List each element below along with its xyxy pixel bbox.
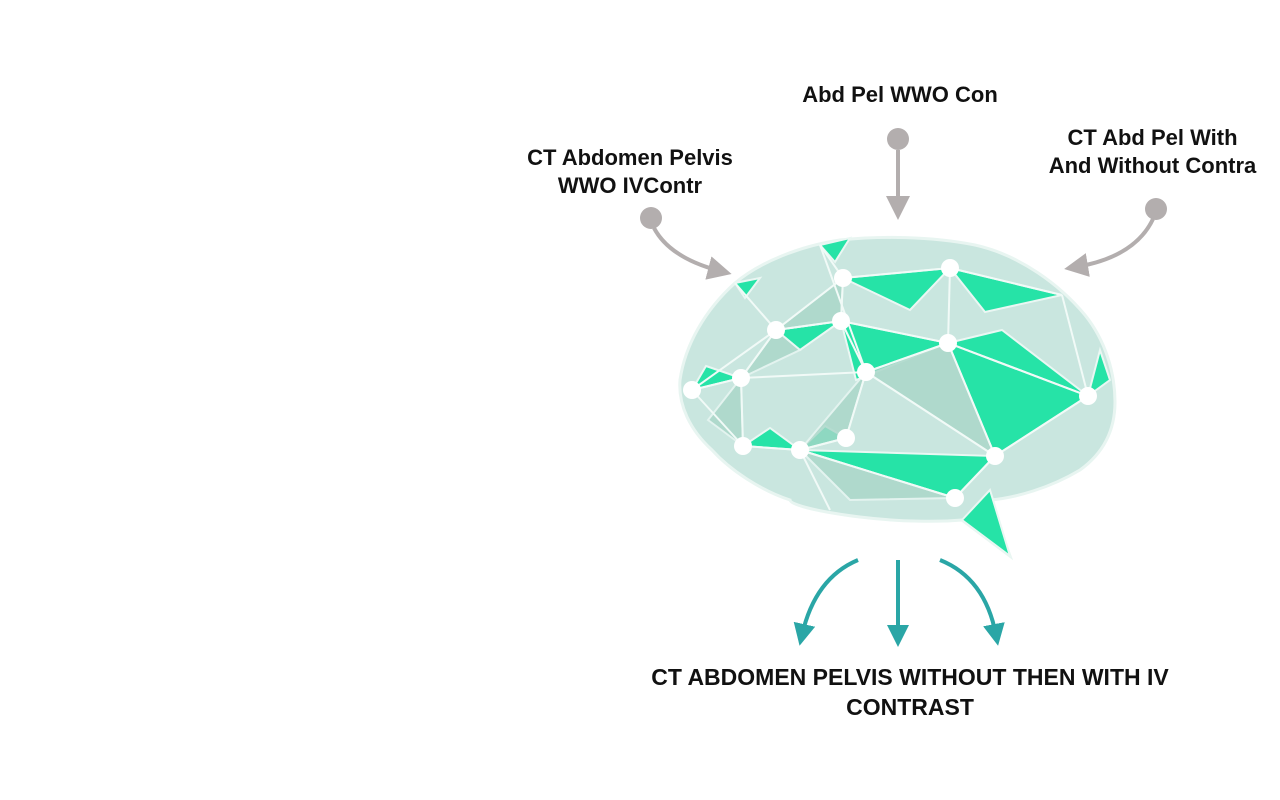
- input-label-top-line1: Abd Pel WWO Con: [802, 82, 998, 107]
- input-dot-top: [887, 128, 909, 150]
- input-arrow-top: [886, 128, 910, 220]
- input-arrow-left-line: [652, 227, 732, 280]
- input-arrow-left: [640, 207, 732, 280]
- output-label: CT ABDOMEN PELVIS WITHOUT THEN WITH IV C…: [610, 662, 1210, 722]
- input-label-top: Abd Pel WWO Con: [760, 81, 1040, 109]
- input-label-right: CT Abd Pel With And Without Contra: [1030, 124, 1275, 180]
- input-arrow-right: [1064, 198, 1167, 277]
- input-arrow-right-line: [1064, 218, 1155, 277]
- output-arrow-left: [793, 558, 859, 646]
- output-arrow-right: [939, 558, 1005, 646]
- brain-network-icon: [678, 235, 1117, 561]
- output-label-line1: CT ABDOMEN PELVIS WITHOUT THEN WITH IV: [651, 664, 1169, 690]
- input-dot-left: [640, 207, 662, 229]
- input-label-left: CT Abdomen Pelvis WWO IVContr: [500, 144, 760, 200]
- input-label-left-line1: CT Abdomen Pelvis: [527, 145, 733, 170]
- input-label-right-line2: And Without Contra: [1048, 153, 1257, 178]
- output-arrows: [793, 558, 1005, 647]
- input-label-left-line2: WWO IVContr: [557, 173, 703, 198]
- input-dot-right: [1145, 198, 1167, 220]
- input-label-right-line1: CT Abd Pel With: [1067, 125, 1238, 150]
- output-label-line2: CONTRAST: [846, 694, 974, 720]
